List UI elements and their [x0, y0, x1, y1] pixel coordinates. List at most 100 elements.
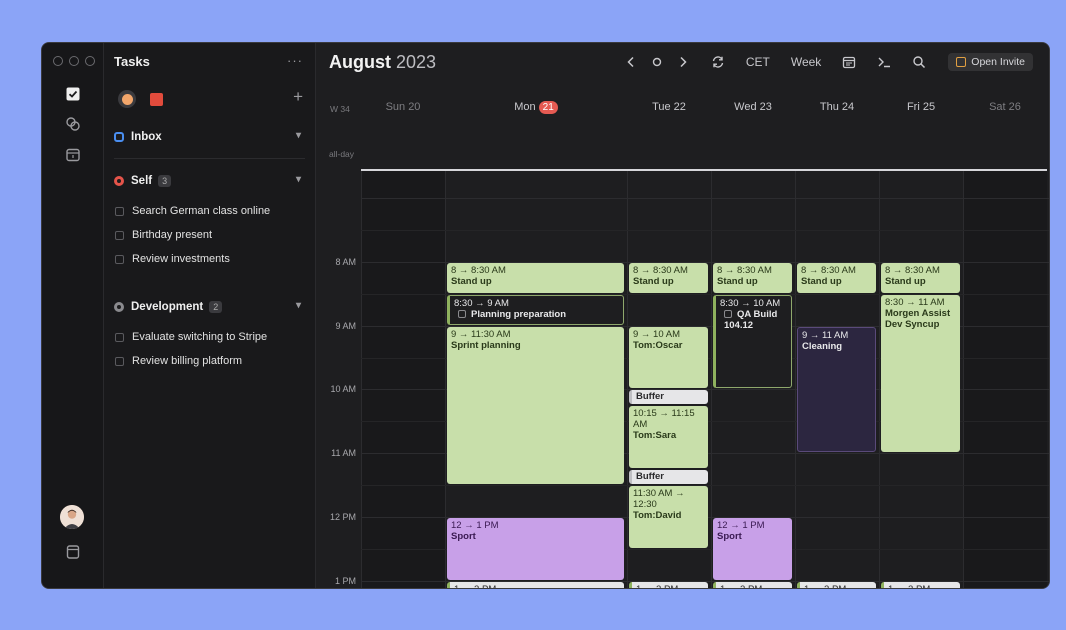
calendar-event[interactable]: 11:30 AM → 12:30 Tom:David	[629, 486, 708, 548]
source-filter-morgen-icon[interactable]	[118, 90, 136, 108]
day-column-divider	[879, 171, 880, 588]
calendar-event[interactable]: 1 → 2 PMLunch	[629, 581, 708, 588]
event-title: Sport	[451, 530, 476, 542]
task-item[interactable]: Birthday present	[104, 223, 315, 247]
command-button[interactable]	[877, 55, 891, 69]
source-filter-todoist-icon[interactable]	[150, 92, 163, 106]
calendar-icon	[843, 56, 856, 69]
calendar-event[interactable]: 8:30 → 11 AM Morgen Assist Dev Syncup	[881, 294, 960, 453]
next-week-button[interactable]	[676, 55, 690, 69]
calendar-event[interactable]: 8:30 → 9 AM Planning preparation	[447, 294, 624, 325]
calendar-stack-icon[interactable]	[65, 147, 81, 163]
day-header[interactable]: Thu 24	[795, 101, 879, 113]
previous-week-button[interactable]	[624, 55, 638, 69]
open-invite-button[interactable]: Open Invite	[948, 53, 1033, 71]
calendar-picker-button[interactable]	[842, 55, 856, 69]
event-time: 1 → 2 PM	[454, 584, 620, 588]
calendar-event[interactable]: 8 → 8:30 AM Stand up	[447, 263, 624, 293]
buffer-event[interactable]: Buffer	[629, 390, 708, 405]
calendar-event[interactable]: 9 → 10 AM Tom:Oscar	[629, 326, 708, 389]
add-task-button[interactable]: +	[293, 87, 303, 106]
calendar-event[interactable]: 8 → 8:30 AM Stand up	[629, 263, 708, 293]
event-time: 8 → 8:30 AM	[801, 265, 856, 277]
task-item[interactable]: Review billing platform	[104, 349, 315, 373]
buffer-event[interactable]: Buffer	[629, 470, 708, 485]
week-number: W 34	[330, 104, 350, 114]
event-title: Tom:Oscar	[633, 339, 683, 351]
day-header[interactable]: Mon 21	[445, 101, 627, 114]
chevron-down-icon[interactable]: ▾	[295, 300, 301, 311]
tasks-checkbox-icon[interactable]	[65, 86, 81, 102]
calendar-event[interactable]: 1 → 2 PMLunch	[881, 581, 960, 588]
calendar-event[interactable]: 12 → 1 PM Sport	[447, 517, 624, 580]
time-grid[interactable]: 8 → 8:30 AM Stand up 8:30 → 9 AM Planning p…	[361, 171, 1049, 588]
minimize-window-button[interactable]	[69, 56, 79, 66]
window-controls	[53, 56, 95, 66]
event-title: Buffer	[636, 391, 664, 403]
integrations-icon[interactable]	[65, 116, 81, 132]
event-title: Morgen Assist Dev Syncup	[885, 307, 951, 330]
more-options-icon[interactable]: ···	[287, 53, 303, 68]
calendar-event[interactable]: 12 → 1 PM Sport	[713, 517, 792, 580]
inbox-section: Inbox ▾	[104, 127, 315, 147]
event-time: 8 → 8:30 AM	[451, 265, 506, 277]
day-header[interactable]: Tue 22	[627, 101, 711, 113]
event-time: 1 → 2 PM	[804, 584, 872, 588]
task-checkbox[interactable]	[115, 206, 124, 216]
calendar-event[interactable]: 8:30 → 10 AM QA Build 104.12	[713, 294, 792, 389]
task-checkbox[interactable]	[115, 332, 124, 342]
zoom-window-button[interactable]	[85, 56, 95, 66]
event-title: Tom:Sara	[633, 430, 677, 442]
development-header[interactable]: Development 2 ▾	[104, 297, 315, 317]
user-avatar[interactable]	[60, 505, 84, 529]
integration-chips	[118, 90, 163, 108]
calendar-event[interactable]: 1 → 2 PMLunch	[797, 581, 876, 588]
inbox-header[interactable]: Inbox ▾	[104, 127, 315, 147]
timezone-button[interactable]: CET	[745, 55, 770, 69]
task-checkbox[interactable]	[115, 230, 124, 240]
day-header-label: Sat 26	[989, 101, 1021, 113]
close-window-button[interactable]	[53, 56, 63, 66]
hour-gridline	[361, 548, 1049, 550]
search-button[interactable]	[912, 55, 926, 69]
chevron-down-icon[interactable]: ▾	[295, 174, 301, 185]
sync-button[interactable]	[711, 55, 725, 69]
event-title: Tom:David	[633, 510, 682, 522]
self-header[interactable]: Self 3 ▾	[104, 171, 315, 191]
day-header[interactable]: Fri 25	[879, 101, 963, 113]
chevron-down-icon[interactable]: ▾	[295, 130, 301, 141]
task-checkbox-icon[interactable]	[458, 309, 466, 318]
day-header[interactable]: Sun 20	[361, 101, 445, 113]
weekend-column	[361, 171, 445, 588]
view-selector[interactable]: Week	[790, 55, 822, 69]
hour-label: 9 AM	[335, 320, 356, 331]
task-checkbox[interactable]	[115, 254, 124, 264]
event-time: 9 → 11:30 AM	[451, 328, 511, 340]
calendar-event[interactable]: 8 → 8:30 AM Stand up	[797, 263, 876, 293]
calendar-event[interactable]: 8 → 8:30 AM Stand up	[713, 263, 792, 293]
task-item[interactable]: Evaluate switching to Stripe	[104, 325, 315, 349]
calendar-event[interactable]: 8 → 8:30 AM Stand up	[881, 263, 960, 293]
calendar-event[interactable]: 10:15 → 11:15 AM Tom:Sara	[629, 406, 708, 469]
calendar-event[interactable]: 9 → 11:30 AM Sprint planning	[447, 326, 624, 485]
task-checkbox-icon[interactable]	[724, 309, 732, 318]
event-time: 1 → 2 PM	[636, 584, 704, 588]
hour-gridline	[361, 293, 1049, 295]
hour-label: 12 PM	[329, 511, 356, 522]
day-header[interactable]: Sat 26	[963, 101, 1047, 113]
hour-gridline	[361, 262, 1049, 264]
day-header[interactable]: Wed 23	[711, 101, 795, 113]
calendar-event[interactable]: 9 → 11 AM Cleaning	[797, 326, 876, 453]
calendar-event[interactable]: 1 → 2 PMLunch	[713, 581, 792, 588]
task-item[interactable]: Review investments	[104, 247, 315, 271]
month-title: August 2023	[329, 52, 436, 73]
app-window: Tasks ··· + Inbox ▾ Self 3 ▾ Search Germ…	[41, 42, 1050, 589]
calendar-event[interactable]: 1 → 2 PMLunch	[447, 581, 624, 588]
event-title: Stand up	[451, 276, 492, 288]
task-item[interactable]: Search German class online	[104, 199, 315, 223]
archive-icon[interactable]	[65, 544, 81, 560]
hour-gridline	[361, 580, 1049, 582]
calendar-view: August 2023 CET Week	[316, 43, 1049, 588]
today-button[interactable]	[650, 55, 664, 69]
task-checkbox[interactable]	[115, 356, 124, 366]
